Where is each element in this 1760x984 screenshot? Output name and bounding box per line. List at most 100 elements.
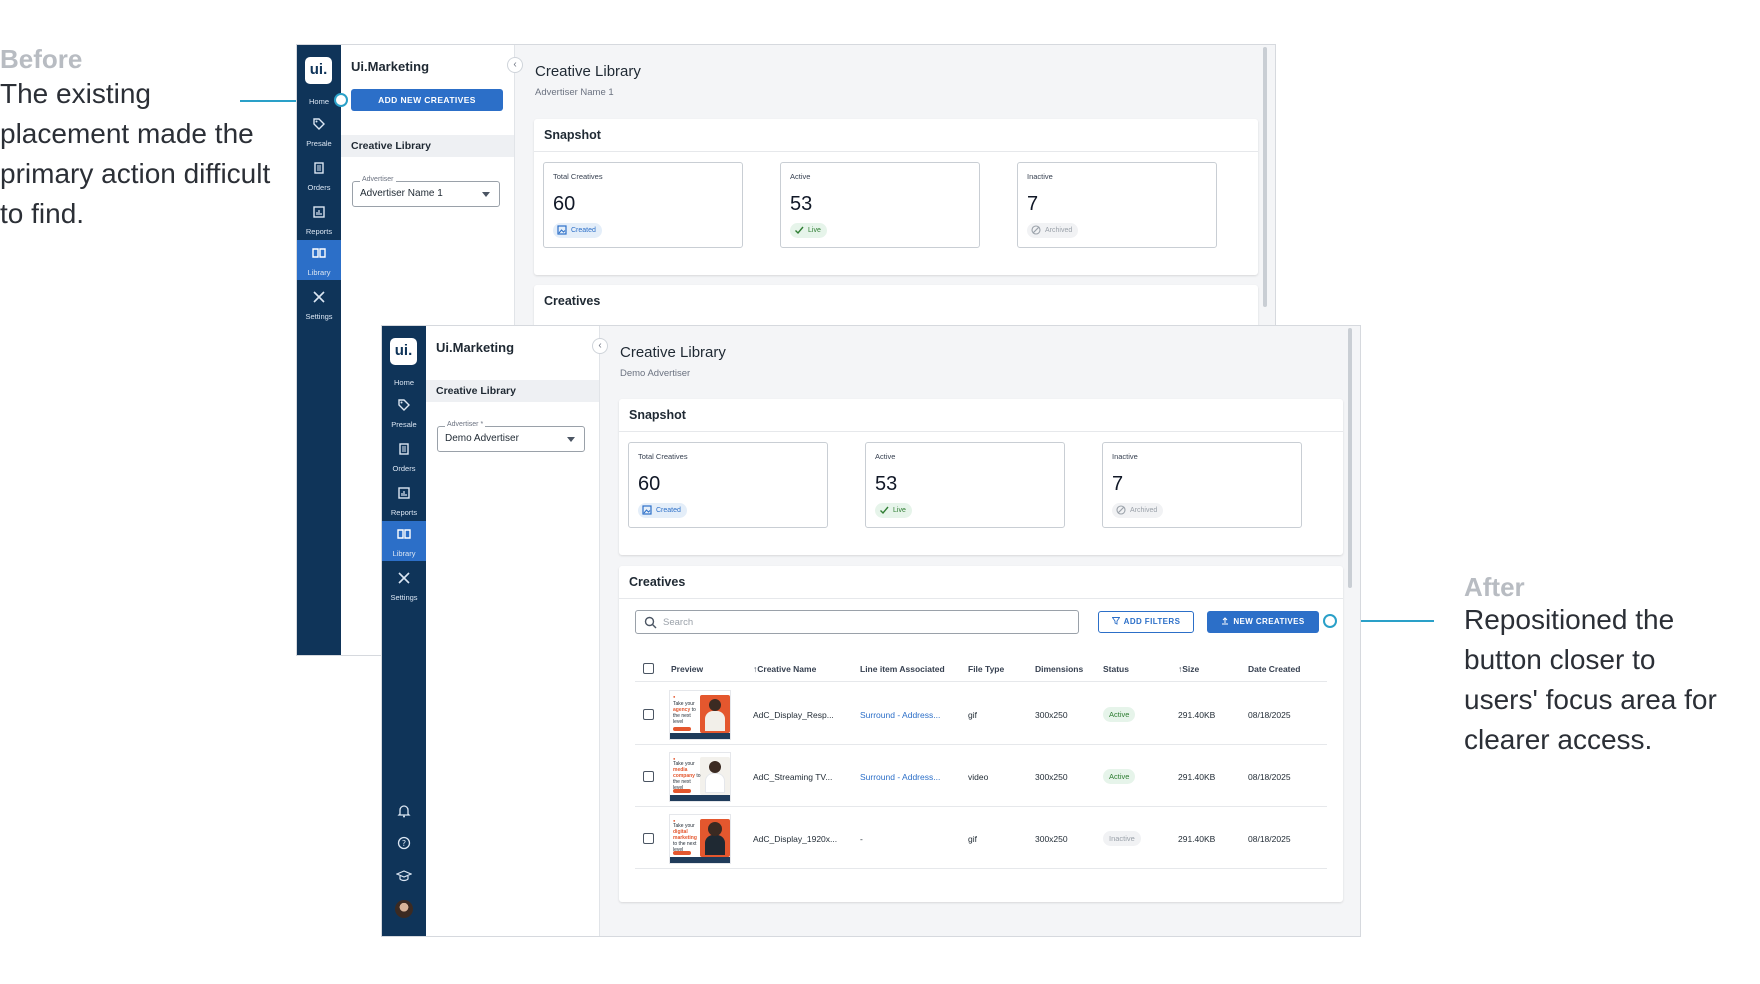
thumb-headline: Take your media company to the next leve…: [673, 761, 701, 791]
graduation-cap-icon: [395, 870, 413, 882]
brand-mark: ●: [673, 756, 676, 761]
home-logo-icon[interactable]: ui.: [390, 338, 417, 365]
tools-icon: [398, 572, 410, 584]
rail-item-library[interactable]: Library: [297, 240, 341, 280]
tag-icon: [398, 399, 410, 411]
column-size[interactable]: ↑Size: [1178, 664, 1199, 674]
chart-icon: [313, 206, 325, 218]
rail-item-orders[interactable]: Orders: [382, 436, 426, 476]
divider: [635, 681, 1327, 682]
check-icon: [795, 226, 804, 235]
after-connector-dot: [1323, 614, 1337, 628]
line-item-link[interactable]: Surround - Address...: [860, 772, 941, 782]
add-filters-label: ADD FILTERS: [1123, 617, 1181, 626]
stat-total-creatives: Total Creatives 60 Created: [543, 162, 743, 248]
rail-item-home[interactable]: Home: [297, 85, 341, 107]
creative-preview[interactable]: ● Take your agency to the next level: [669, 690, 731, 740]
stat-value: 7: [1112, 473, 1124, 495]
profile-button[interactable]: [382, 900, 426, 918]
file-type: gif: [968, 834, 977, 844]
thumb-cta: [673, 727, 691, 731]
notifications-button[interactable]: [382, 804, 426, 823]
line-item-link[interactable]: Surround - Address...: [860, 710, 941, 720]
stat-label: Total Creatives: [553, 172, 603, 181]
row-checkbox[interactable]: [643, 833, 654, 844]
after-screen: ui. Home Presale Orders Reports Library …: [382, 326, 1360, 936]
rail-item-settings[interactable]: Settings: [297, 284, 341, 324]
tag-icon: [313, 118, 325, 130]
file-size: 291.40KB: [1178, 772, 1216, 782]
advertiser-select[interactable]: Advertiser * Demo Advertiser: [437, 421, 585, 452]
add-filters-button[interactable]: ADD FILTERS: [1098, 611, 1194, 633]
file-size: 291.40KB: [1178, 834, 1216, 844]
creative-preview[interactable]: ● Take your digital marketing to the nex…: [669, 814, 731, 864]
status-badge: Live: [875, 503, 912, 518]
before-line: to find.: [0, 198, 85, 229]
filter-icon: [1111, 617, 1121, 625]
page-title: Creative Library: [620, 344, 726, 361]
stat-label: Active: [875, 452, 896, 461]
thumb-bar: [670, 795, 730, 801]
chevron-down-icon: [482, 192, 490, 197]
column-creative-name[interactable]: ↑Creative Name: [753, 664, 816, 674]
rail-item-presale[interactable]: Presale: [382, 392, 426, 432]
learning-button[interactable]: [382, 869, 426, 888]
rail-item-reports[interactable]: Reports: [382, 480, 426, 520]
new-creatives-button[interactable]: NEW CREATIVES: [1207, 611, 1319, 633]
thumb-bar: [670, 733, 730, 739]
date-created: 08/18/2025: [1248, 834, 1291, 844]
rail-item-orders[interactable]: Orders: [297, 155, 341, 195]
clipboard-icon: [314, 162, 324, 174]
chart-icon: [398, 487, 410, 499]
rail-label: Library: [392, 549, 416, 558]
status-badge: Active: [1103, 707, 1136, 722]
rail-item-reports[interactable]: Reports: [297, 199, 341, 239]
rail-label: Settings: [390, 593, 418, 602]
rail-label: Presale: [391, 420, 417, 429]
search-placeholder: Search: [663, 617, 694, 628]
dimensions: 300x250: [1035, 772, 1068, 782]
chevron-down-icon: [567, 437, 575, 442]
date-created: 08/18/2025: [1248, 772, 1291, 782]
creative-preview[interactable]: ● Take your media company to the next le…: [669, 752, 731, 802]
advertiser-label: Advertiser *: [445, 421, 486, 428]
rail-item-home[interactable]: Home: [382, 366, 426, 388]
rail-label: Orders: [307, 183, 331, 192]
search-input[interactable]: Search: [635, 610, 1079, 634]
stat-total-creatives: Total Creatives 60 Created: [628, 442, 828, 528]
date-created: 08/18/2025: [1248, 710, 1291, 720]
column-date-created: Date Created: [1248, 664, 1301, 674]
rail-item-presale[interactable]: Presale: [297, 111, 341, 151]
advertiser-select[interactable]: Advertiser Advertiser Name 1: [352, 176, 500, 207]
avatar: [395, 900, 413, 918]
divider: [619, 431, 1343, 432]
after-line: button closer to: [1464, 644, 1656, 675]
add-new-creatives-button[interactable]: ADD NEW CREATIVES: [351, 89, 503, 111]
column-dimensions: Dimensions: [1035, 664, 1084, 674]
file-type: gif: [968, 710, 977, 720]
nav-item-creative-library[interactable]: Creative Library: [341, 135, 514, 157]
stat-value: 53: [875, 473, 898, 495]
nav-item-creative-library[interactable]: Creative Library: [426, 380, 599, 402]
advertiser-value: Demo Advertiser: [445, 433, 519, 444]
rail-label: Settings: [305, 312, 333, 321]
after-line: users' focus area for: [1464, 684, 1717, 715]
new-creatives-label: NEW CREATIVES: [1233, 617, 1305, 626]
after-line: Repositioned the: [1464, 604, 1675, 635]
scrollbar[interactable]: [1348, 328, 1352, 588]
row-checkbox[interactable]: [643, 771, 654, 782]
status-badge: Active: [1103, 769, 1136, 784]
select-all-checkbox[interactable]: [643, 663, 654, 674]
rail-item-settings[interactable]: Settings: [382, 565, 426, 605]
stat-value: 7: [1027, 193, 1039, 215]
image-icon: [642, 505, 652, 515]
collapse-panel-button[interactable]: ‹: [592, 338, 608, 354]
scrollbar[interactable]: [1263, 47, 1267, 307]
help-button[interactable]: ?: [382, 836, 426, 855]
row-checkbox[interactable]: [643, 709, 654, 720]
collapse-panel-button[interactable]: ‹: [507, 57, 523, 73]
home-logo-icon[interactable]: ui.: [305, 57, 332, 84]
chip-label: Created: [656, 507, 681, 514]
rail-label: Reports: [305, 227, 333, 236]
rail-item-library[interactable]: Library: [382, 521, 426, 561]
